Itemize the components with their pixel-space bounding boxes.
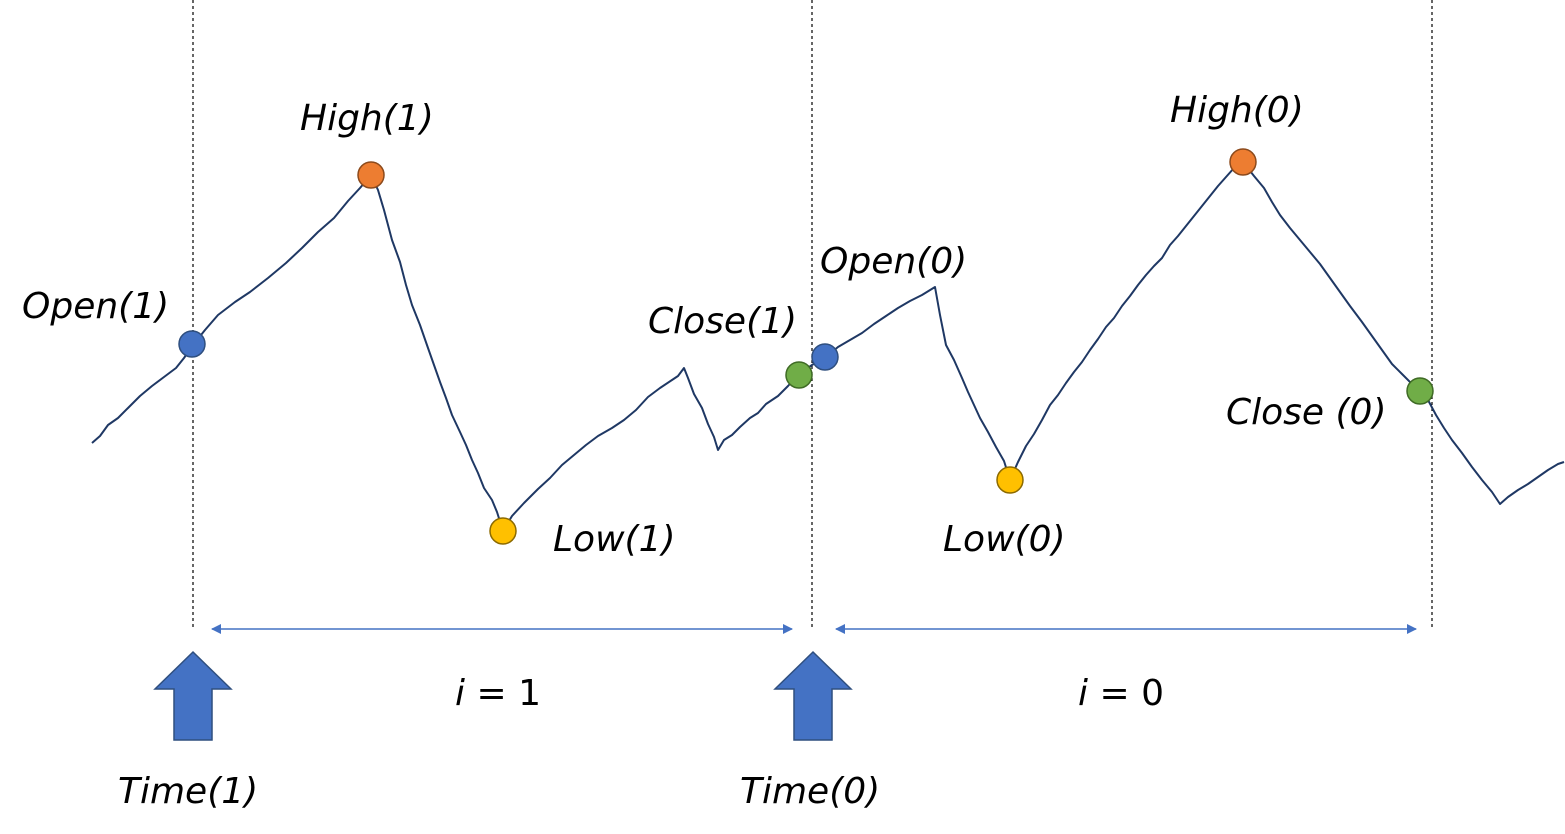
high0-point <box>1229 148 1257 176</box>
open0-label: Open(0) <box>820 241 967 282</box>
bar0-index-label: i = 0 <box>1078 673 1164 714</box>
time0-label: Time(0) <box>740 771 880 812</box>
low1-point <box>489 517 517 545</box>
bar1-index-label: i = 1 <box>455 673 541 714</box>
time0-up-arrow-icon <box>773 650 853 741</box>
high1-label: High(1) <box>300 98 434 139</box>
close1-point <box>785 361 813 389</box>
high1-point <box>357 161 385 189</box>
high0-label: High(0) <box>1170 90 1304 131</box>
low0-point <box>996 466 1024 494</box>
open1-point <box>178 330 206 358</box>
low0-label: Low(0) <box>943 519 1066 560</box>
close0-point <box>1406 377 1434 405</box>
time1-label: Time(1) <box>118 771 258 812</box>
low1-label: Low(1) <box>553 519 676 560</box>
price-line <box>91 161 1565 532</box>
close0-label: Close (0) <box>1226 392 1387 433</box>
close1-label: Close(1) <box>648 301 797 342</box>
open1-label: Open(1) <box>22 286 169 327</box>
time1-up-arrow-icon <box>153 650 233 741</box>
open0-point <box>811 343 839 371</box>
